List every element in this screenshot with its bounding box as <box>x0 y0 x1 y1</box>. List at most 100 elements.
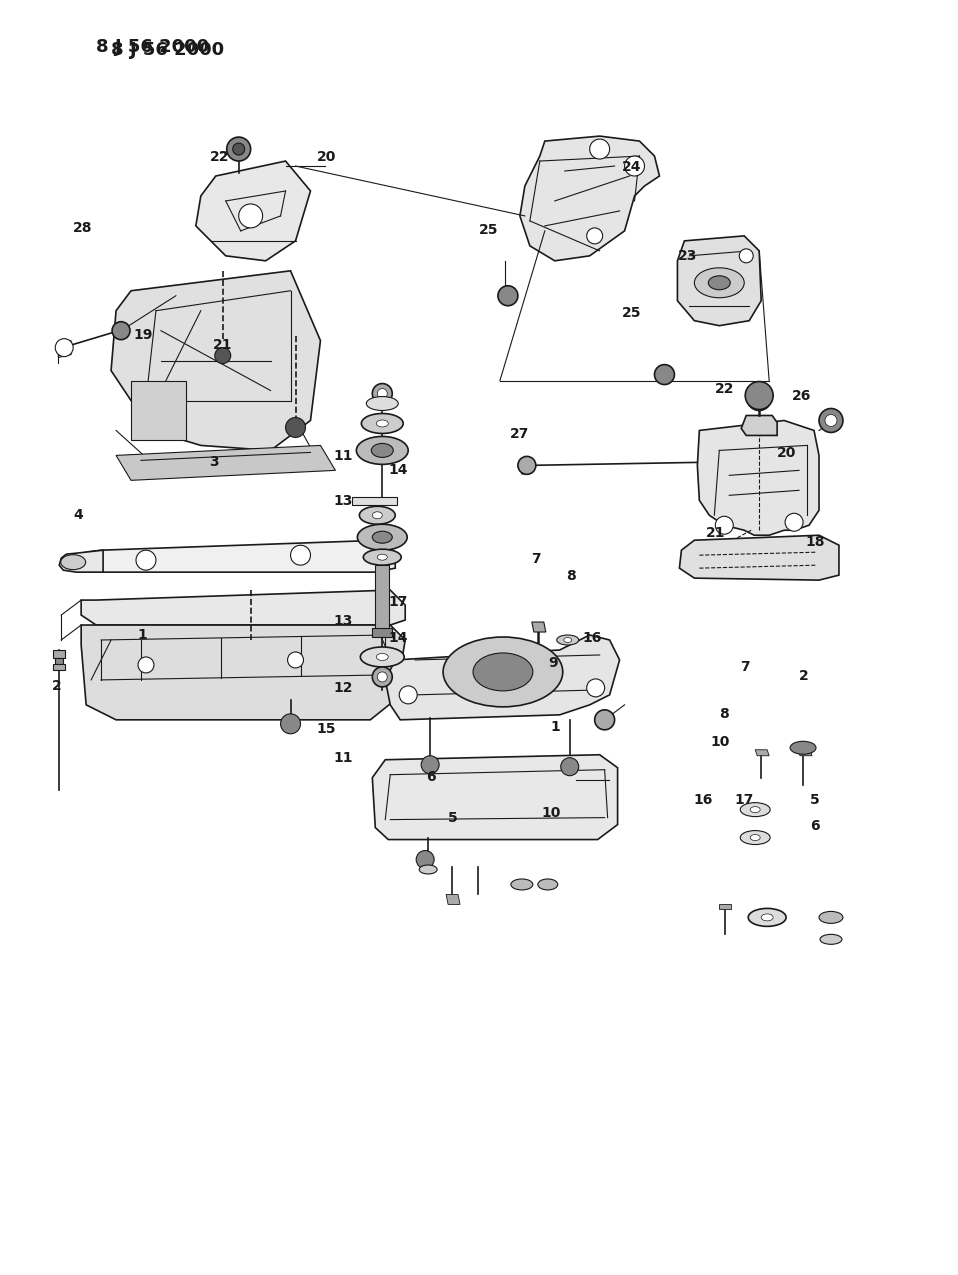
Text: 8 J 56 2000: 8 J 56 2000 <box>111 41 224 60</box>
Polygon shape <box>658 367 673 382</box>
Ellipse shape <box>60 555 85 570</box>
Text: 2: 2 <box>799 668 809 682</box>
Text: 20: 20 <box>316 149 336 163</box>
Circle shape <box>625 156 645 176</box>
Text: 16: 16 <box>582 631 602 644</box>
Text: 26: 26 <box>792 389 811 403</box>
Ellipse shape <box>376 419 388 427</box>
Text: 10: 10 <box>541 806 560 820</box>
Text: 24: 24 <box>622 159 642 173</box>
Text: 21: 21 <box>214 338 233 352</box>
Text: 7: 7 <box>532 552 541 566</box>
Ellipse shape <box>557 635 579 645</box>
Ellipse shape <box>366 397 399 411</box>
Ellipse shape <box>708 275 730 289</box>
Circle shape <box>716 516 733 534</box>
Text: 4: 4 <box>73 509 82 523</box>
Text: 23: 23 <box>677 249 696 263</box>
Polygon shape <box>385 635 620 720</box>
Text: 7: 7 <box>740 659 749 673</box>
Text: 28: 28 <box>73 221 92 235</box>
Ellipse shape <box>444 638 562 706</box>
Text: 15: 15 <box>316 722 336 736</box>
Circle shape <box>740 249 753 263</box>
Polygon shape <box>81 590 405 625</box>
Polygon shape <box>116 445 335 481</box>
Polygon shape <box>520 459 532 474</box>
Circle shape <box>586 678 604 697</box>
Text: 18: 18 <box>806 536 825 550</box>
Text: 8: 8 <box>566 570 576 584</box>
Ellipse shape <box>741 830 770 844</box>
Polygon shape <box>56 658 63 664</box>
Ellipse shape <box>357 524 407 551</box>
Text: 22: 22 <box>210 149 229 163</box>
Circle shape <box>745 381 773 409</box>
Text: 5: 5 <box>447 811 457 825</box>
Text: 20: 20 <box>777 446 796 460</box>
Polygon shape <box>131 380 186 440</box>
Polygon shape <box>376 565 389 630</box>
Ellipse shape <box>359 506 396 524</box>
Polygon shape <box>373 755 618 839</box>
Polygon shape <box>446 895 460 904</box>
Circle shape <box>825 414 837 426</box>
Ellipse shape <box>695 268 744 298</box>
Polygon shape <box>195 161 310 261</box>
Text: 12: 12 <box>333 681 354 695</box>
Polygon shape <box>373 629 392 638</box>
Polygon shape <box>532 622 546 632</box>
Circle shape <box>498 286 518 306</box>
Ellipse shape <box>563 638 572 643</box>
Polygon shape <box>719 904 731 909</box>
Ellipse shape <box>750 835 761 840</box>
Circle shape <box>590 139 609 159</box>
Ellipse shape <box>356 436 408 464</box>
Text: 17: 17 <box>735 793 754 807</box>
Polygon shape <box>81 625 405 720</box>
Ellipse shape <box>537 878 558 890</box>
Text: 1: 1 <box>138 629 148 641</box>
Ellipse shape <box>373 532 392 543</box>
Ellipse shape <box>363 550 401 565</box>
Polygon shape <box>741 416 777 436</box>
Circle shape <box>373 384 392 403</box>
Circle shape <box>786 514 803 532</box>
Text: 19: 19 <box>133 328 152 342</box>
Circle shape <box>136 551 156 570</box>
Text: 8 J 56 2000: 8 J 56 2000 <box>96 38 209 56</box>
Circle shape <box>285 417 306 437</box>
Ellipse shape <box>360 646 404 667</box>
Circle shape <box>287 652 304 668</box>
Ellipse shape <box>420 864 437 873</box>
Polygon shape <box>86 541 396 572</box>
Circle shape <box>227 138 251 161</box>
Polygon shape <box>755 750 769 756</box>
Polygon shape <box>796 747 812 756</box>
Circle shape <box>377 389 387 399</box>
Ellipse shape <box>511 878 533 890</box>
Text: 25: 25 <box>622 306 642 320</box>
Circle shape <box>233 143 244 156</box>
Circle shape <box>560 757 579 775</box>
Circle shape <box>399 686 417 704</box>
Text: 17: 17 <box>388 595 407 609</box>
Circle shape <box>215 348 231 363</box>
Polygon shape <box>677 236 762 325</box>
Polygon shape <box>520 136 659 261</box>
Ellipse shape <box>748 908 787 927</box>
Circle shape <box>586 228 603 244</box>
Text: 21: 21 <box>706 527 725 541</box>
Circle shape <box>654 365 674 385</box>
Ellipse shape <box>762 914 773 921</box>
Circle shape <box>753 393 765 404</box>
Text: 14: 14 <box>388 631 407 644</box>
Circle shape <box>56 339 73 357</box>
Polygon shape <box>59 551 103 572</box>
Circle shape <box>819 408 843 432</box>
Polygon shape <box>353 497 398 505</box>
Ellipse shape <box>372 444 393 458</box>
Ellipse shape <box>790 741 816 755</box>
Text: 13: 13 <box>333 495 354 509</box>
Circle shape <box>416 850 434 868</box>
